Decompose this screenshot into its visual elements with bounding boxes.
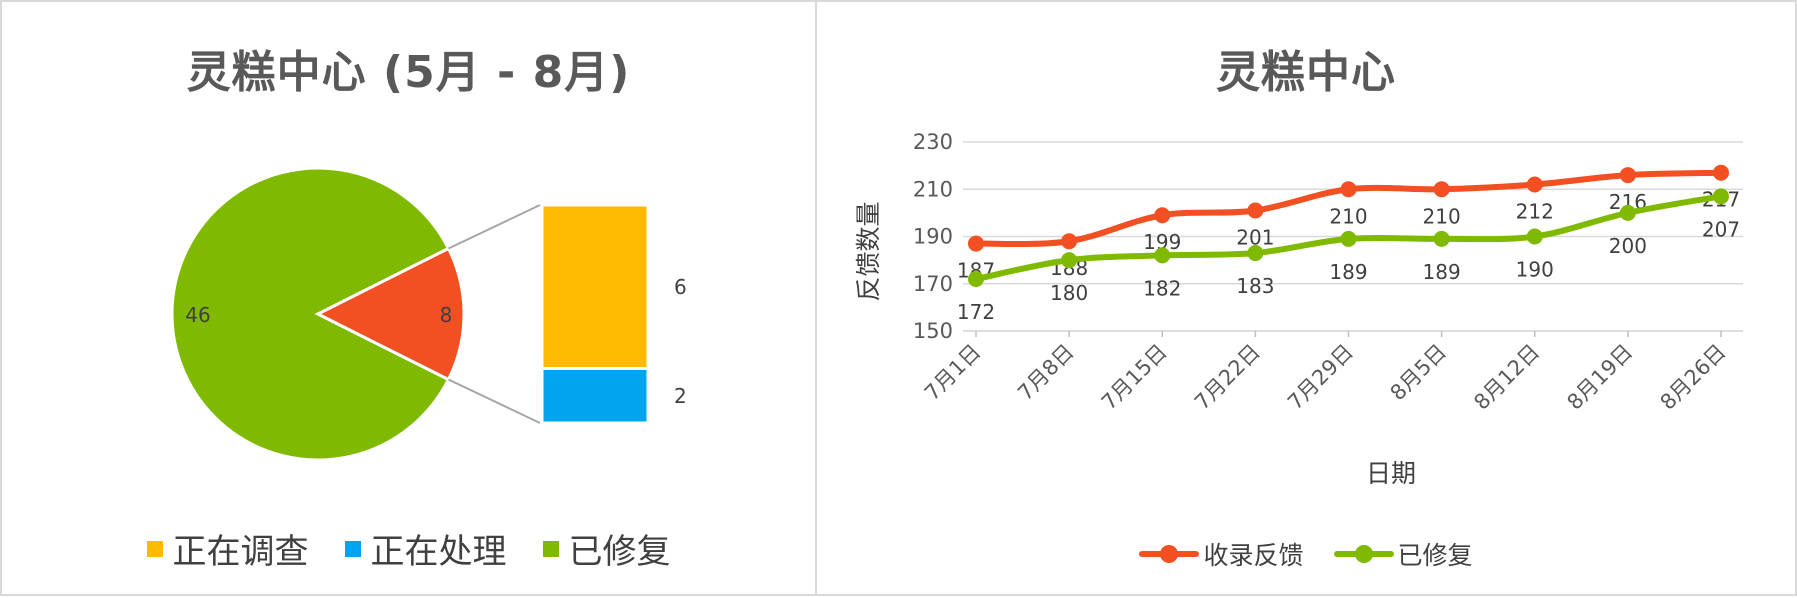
pie-chart-title: 灵糕中心 (5月 - 8月) — [186, 47, 631, 98]
data-point — [1433, 181, 1450, 198]
data-point — [1061, 233, 1078, 250]
data-label: 190 — [1516, 258, 1554, 282]
line-legend: 收录反馈 已修复 — [817, 536, 1795, 572]
data-point — [1247, 245, 1264, 262]
x-tick-label: 8月19日 — [1562, 340, 1637, 415]
y-tick-label: 150 — [913, 319, 953, 343]
y-tick-label: 190 — [913, 225, 953, 249]
x-tick-label: 7月29日 — [1283, 340, 1358, 415]
x-axis-title: 日期 — [1366, 459, 1416, 488]
x-tick-label: 8月5日 — [1386, 340, 1452, 406]
data-point — [1526, 176, 1543, 193]
data-point — [1340, 230, 1357, 247]
line-chart-panel: 灵糕中心 150 170 190 210 230 7月1日 7月8日 7月15日 7月22日 7月… — [815, 0, 1797, 596]
data-label: 212 — [1516, 200, 1554, 224]
legend-item: 收录反馈 — [1139, 536, 1304, 572]
data-point — [1433, 230, 1450, 247]
data-label: 183 — [1236, 274, 1274, 298]
data-point — [968, 235, 984, 252]
legend-item: 正在调查 — [146, 524, 309, 573]
data-point — [968, 271, 984, 288]
legend-label: 正在调查 — [172, 532, 309, 572]
legend-label: 已修复 — [568, 532, 671, 572]
data-point — [1713, 164, 1729, 181]
legend-swatch — [542, 540, 559, 557]
pie-value-label-other: 8 — [440, 303, 453, 327]
y-tick-label: 230 — [913, 130, 953, 154]
pie-slice-fixed — [170, 166, 451, 462]
breakdown-value-label: 2 — [674, 384, 687, 408]
y-axis-title: 反馈数量 — [854, 201, 883, 301]
breakdown-bar-segment — [540, 367, 650, 425]
data-point — [1526, 228, 1543, 245]
data-point — [1154, 247, 1171, 264]
data-label: 180 — [1050, 281, 1088, 305]
data-label: 182 — [1143, 276, 1181, 300]
x-tick-label: 8月26日 — [1656, 340, 1731, 415]
data-label: 210 — [1329, 204, 1367, 228]
data-point — [1154, 207, 1171, 224]
legend-item: 正在处理 — [344, 524, 507, 573]
legend-marker — [1139, 545, 1200, 563]
pie-slice-other — [314, 246, 466, 382]
x-tick-label: 8月12日 — [1469, 340, 1544, 415]
x-tick-label: 7月1日 — [920, 340, 986, 406]
legend-swatch — [146, 540, 163, 557]
pie-value-label-fixed: 46 — [185, 303, 210, 327]
y-tick-label: 170 — [913, 272, 953, 296]
x-tick-label: 7月22日 — [1190, 340, 1265, 415]
x-tick-label: 7月8日 — [1013, 340, 1079, 406]
data-label: 172 — [957, 300, 995, 324]
legend-label: 已修复 — [1397, 541, 1473, 570]
connector-line-top — [448, 204, 541, 250]
data-point — [1619, 204, 1636, 221]
pie-chart-panel: 灵糕中心 (5月 - 8月) 46 8 6 2 正在调查 正在处理 已修复 — [0, 0, 817, 596]
x-tick-label: 7月15日 — [1097, 340, 1172, 415]
breakdown-bar-segment — [540, 203, 650, 370]
y-tick-label: 210 — [913, 177, 953, 201]
connector-line-bottom — [448, 378, 541, 424]
line-chart: 150 170 190 210 230 7月1日 7月8日 7月15日 7月22日 7月29日 8月… — [854, 130, 1743, 488]
pie-legend: 正在调查 正在处理 已修复 — [2, 524, 815, 573]
line-chart-title: 灵糕中心 — [1216, 47, 1396, 98]
breakdown-value-label: 6 — [674, 275, 687, 299]
data-label: 210 — [1423, 204, 1461, 228]
legend-label: 正在处理 — [370, 532, 507, 572]
data-point — [1713, 188, 1729, 205]
pie-of-pie-chart: 46 8 6 2 — [170, 166, 687, 462]
legend-swatch — [344, 540, 361, 557]
data-label: 207 — [1702, 217, 1740, 241]
data-label: 189 — [1423, 260, 1461, 284]
legend-label: 收录反馈 — [1203, 541, 1304, 570]
data-point — [1340, 181, 1357, 198]
data-point — [1247, 202, 1264, 219]
data-point — [1619, 167, 1636, 184]
data-label: 189 — [1329, 260, 1367, 284]
legend-marker — [1333, 545, 1394, 563]
legend-item: 已修复 — [1333, 536, 1473, 572]
data-point — [1061, 252, 1078, 269]
legend-item: 已修复 — [542, 524, 671, 573]
data-label: 200 — [1609, 234, 1647, 258]
